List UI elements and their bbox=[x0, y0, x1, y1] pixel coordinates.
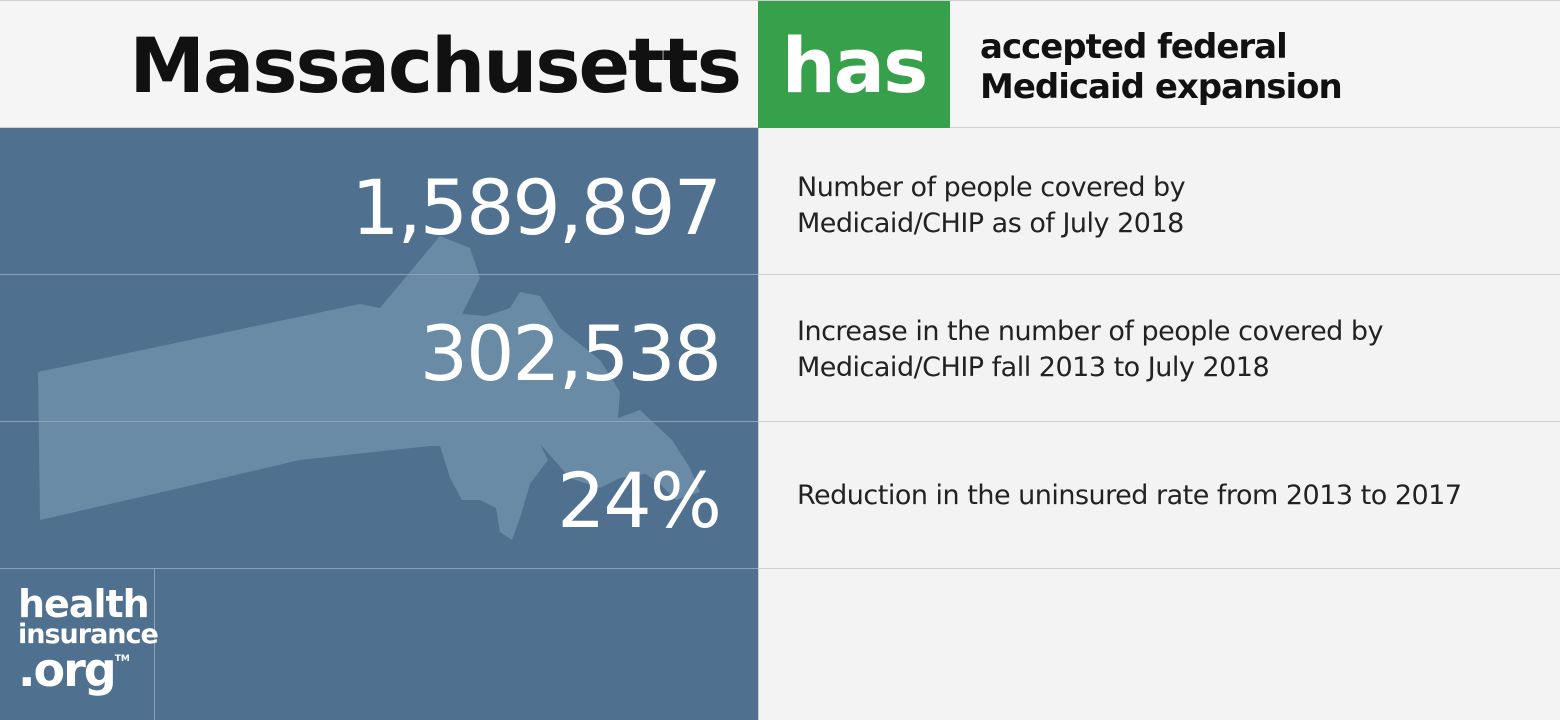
state-name: Massachusetts bbox=[129, 20, 742, 110]
stat-description-line1: Number of people covered by bbox=[797, 172, 1186, 203]
stat-value-reduction: 24% bbox=[557, 456, 722, 545]
stat-description-reduction: Reduction in the uninsured rate from 201… bbox=[797, 478, 1537, 514]
status-description: accepted federal Medicaid expansion bbox=[980, 27, 1540, 107]
stats-description-panel: Number of people covered by Medicaid/CHI… bbox=[758, 128, 1560, 720]
healthinsurance-logo: health insurance .orgTM bbox=[18, 582, 159, 697]
massachusetts-map-icon bbox=[38, 236, 700, 540]
row-divider bbox=[759, 274, 1560, 275]
row-divider bbox=[759, 568, 1560, 569]
logo-trademark: TM bbox=[114, 654, 130, 664]
stats-value-panel: 1,589,897 302,538 24% bbox=[0, 128, 758, 720]
row-divider bbox=[0, 274, 758, 275]
logo-cell: health insurance .orgTM bbox=[0, 568, 159, 720]
stat-description-line2: Medicaid/CHIP fall 2013 to July 2018 bbox=[797, 352, 1270, 383]
logo-line3: .org bbox=[18, 643, 117, 697]
stat-description-covered: Number of people covered by Medicaid/CHI… bbox=[797, 170, 1537, 242]
logo-line2: insurance bbox=[18, 619, 159, 650]
row-divider bbox=[0, 421, 758, 422]
stat-description-increase: Increase in the number of people covered… bbox=[797, 314, 1537, 386]
stat-description-line2: Medicaid/CHIP as of July 2018 bbox=[797, 208, 1184, 239]
status-badge: has bbox=[758, 1, 950, 129]
row-divider bbox=[759, 421, 1560, 422]
stat-description-line1: Reduction in the uninsured rate from 201… bbox=[797, 480, 1462, 511]
status-description-line1: accepted federal bbox=[980, 27, 1288, 67]
header: Massachusetts has accepted federal Medic… bbox=[0, 0, 1560, 129]
row-divider bbox=[0, 568, 758, 569]
stat-value-covered: 1,589,897 bbox=[351, 163, 722, 252]
logo-line1: health bbox=[18, 582, 150, 626]
stat-description-line1: Increase in the number of people covered… bbox=[797, 316, 1384, 347]
status-description-line2: Medicaid expansion bbox=[980, 67, 1343, 107]
stat-value-increase: 302,538 bbox=[419, 309, 722, 398]
